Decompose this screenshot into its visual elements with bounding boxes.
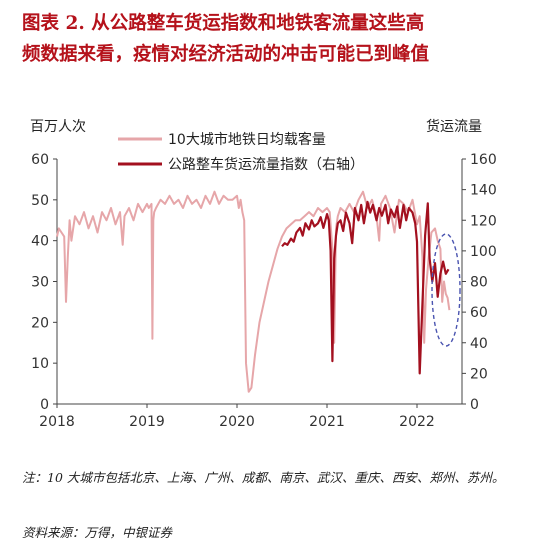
right-tick-label: 60 [470, 305, 488, 321]
figure-title: 图表 2. 从公路整车货运指数和地铁客流量这些高 频数据来看，疫情对经济活动的冲… [22, 8, 542, 70]
left-tick-label: 50 [31, 193, 49, 209]
right-tick-label: 80 [470, 275, 488, 291]
series-line-1 [56, 190, 451, 393]
left-tick-label: 10 [31, 356, 49, 372]
legend-label-series-2: 公路整车货运流量指数（右轴） [168, 156, 364, 173]
left-tick-label: 20 [31, 315, 49, 331]
right-tick-label: 120 [470, 213, 497, 229]
x-tick-label: 2021 [309, 414, 345, 430]
figure-title-line-2: 频数据来看，疫情对经济活动的冲击可能已到峰值 [22, 44, 430, 65]
left-axis-label: 百万人次 [30, 119, 86, 135]
x-tick-label: 2020 [219, 414, 255, 430]
left-tick-label: 60 [31, 152, 49, 168]
x-tick-label: 2022 [399, 414, 435, 430]
legend-label-series-1: 10大城市地铁日均载客量 [168, 131, 326, 148]
series-layer [56, 190, 451, 393]
left-tick-label: 40 [31, 234, 49, 250]
figure-title-line-1: 图表 2. 从公路整车货运指数和地铁客流量这些高 [22, 13, 425, 34]
x-tick-label: 2019 [129, 414, 165, 430]
right-tick-label: 140 [470, 183, 497, 199]
right-tick-label: 40 [470, 336, 488, 352]
dual-axis-line-chart: 百万人次 货运流量 10大城市地铁日均载客量 公路整车货运流量指数（右轴） 0 1… [30, 118, 497, 430]
legend: 10大城市地铁日均载客量 公路整车货运流量指数（右轴） [118, 131, 364, 173]
recent-period-highlight-ellipse [431, 233, 461, 347]
right-tick-label: 20 [470, 366, 488, 382]
left-tick-label: 0 [40, 397, 49, 413]
right-tick-label: 100 [470, 244, 497, 260]
right-tick-label: 160 [470, 152, 497, 168]
right-axis-label: 货运流量 [426, 118, 482, 135]
axes: 0 10 20 30 40 50 60 0 20 40 60 80 100 120 140 160 2018 20… [31, 152, 497, 430]
figure-source: 资料来源：万得，中银证券 [22, 525, 173, 540]
series-line-2 [281, 200, 450, 375]
x-tick-label: 2018 [39, 414, 75, 430]
figure-note: 注：10 大城市包括北京、上海、广州、成都、南京、武汉、重庆、西安、郑州、苏州。 [22, 470, 505, 485]
left-tick-label: 30 [31, 275, 49, 291]
right-tick-label: 0 [470, 397, 479, 413]
